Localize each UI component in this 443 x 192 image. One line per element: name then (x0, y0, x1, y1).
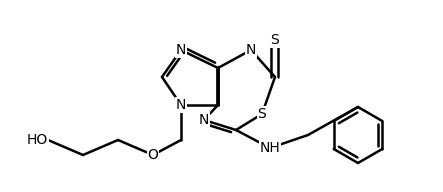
Text: N: N (199, 113, 209, 127)
Text: HO: HO (27, 133, 48, 147)
Text: O: O (148, 148, 159, 162)
Text: N: N (246, 43, 256, 57)
Text: S: S (271, 33, 280, 47)
Text: NH: NH (260, 141, 280, 155)
Text: N: N (176, 43, 186, 57)
Text: N: N (176, 98, 186, 112)
Text: S: S (258, 107, 266, 121)
